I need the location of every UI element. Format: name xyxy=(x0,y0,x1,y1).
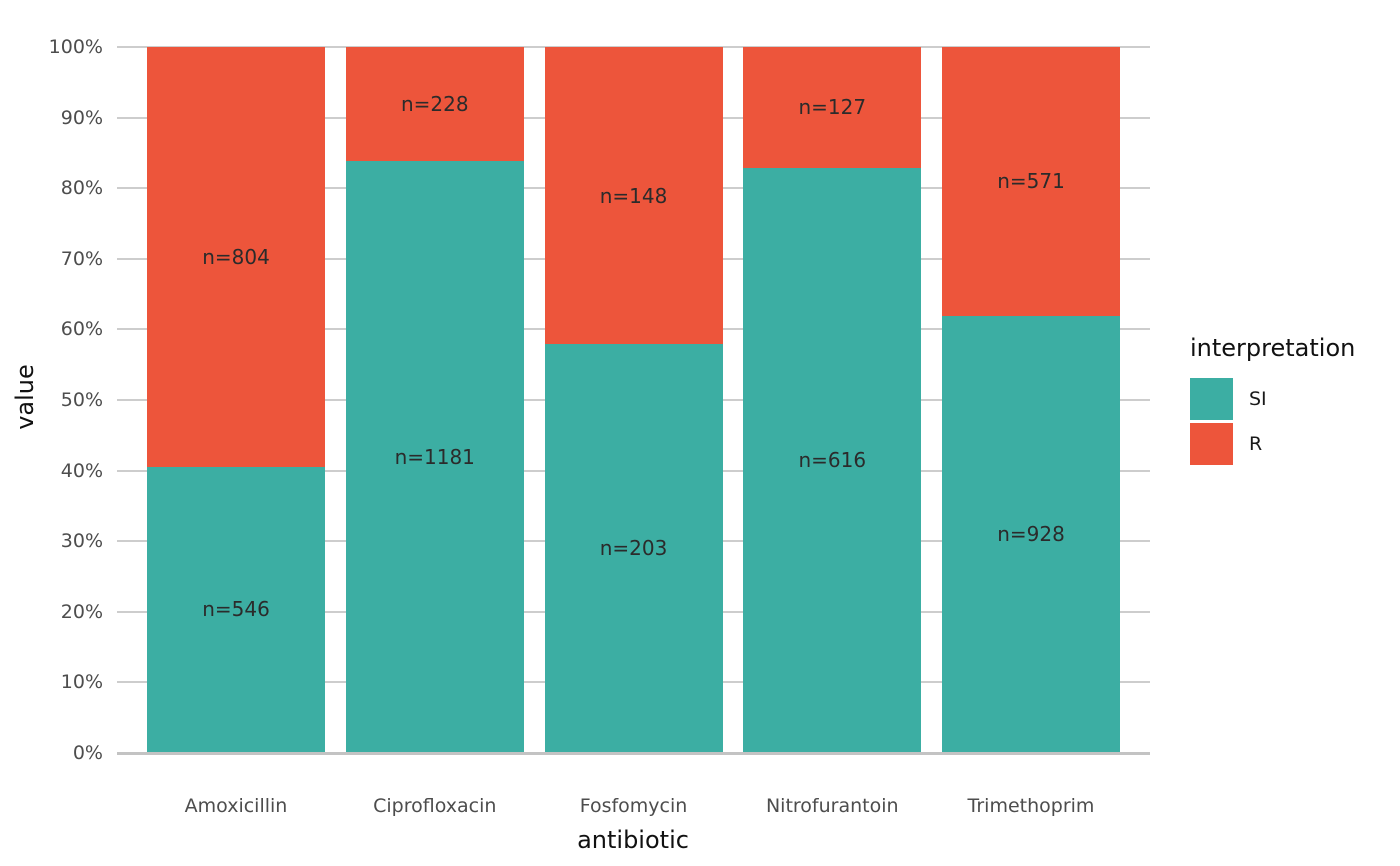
gridline-0pct xyxy=(117,752,1150,755)
legend-entry-r: R xyxy=(1190,423,1355,465)
bar-value-label: n=571 xyxy=(997,169,1065,194)
segment-si-amoxicillin: n=546 xyxy=(147,466,325,752)
bar-value-label: n=804 xyxy=(202,244,270,269)
bar-value-label: n=127 xyxy=(798,95,867,120)
x-tick-label-trimethoprim: Trimethoprim xyxy=(967,795,1095,817)
y-tick-label: 40% xyxy=(60,459,103,482)
bar-trimethoprim: n=571 n=928 xyxy=(942,47,1120,752)
bar-ciprofloxacin: n=228 n=1181 xyxy=(345,47,524,752)
bar-value-label: n=228 xyxy=(400,92,469,117)
x-axis-title: antibiotic xyxy=(577,826,689,854)
x-tick-label-ciprofloxacin: Ciprofloxacin xyxy=(373,795,497,817)
legend-label: R xyxy=(1249,433,1263,455)
bar-value-label: n=1181 xyxy=(394,444,475,469)
y-tick-label: 20% xyxy=(60,600,103,623)
y-tick-label: 60% xyxy=(60,318,103,341)
y-axis-title: value xyxy=(11,364,39,430)
legend-entry-si: SI xyxy=(1190,378,1355,420)
x-tick-label-nitrofurantoin: Nitrofurantoin xyxy=(765,795,899,817)
bar-amoxicillin: n=804 n=546 xyxy=(147,47,325,752)
y-tick-label: 30% xyxy=(60,530,103,553)
bar-value-label: n=148 xyxy=(599,183,668,208)
legend-title: interpretation xyxy=(1190,334,1356,362)
y-tick-label: 70% xyxy=(60,247,103,270)
bar-value-label: n=546 xyxy=(202,597,270,622)
y-tick-label: 90% xyxy=(60,106,103,129)
legend-entries: SI R xyxy=(1190,378,1355,465)
bar-fosfomycin: n=148 n=203 xyxy=(544,47,723,752)
bar-nitrofurantoin: n=127 n=616 xyxy=(743,47,922,752)
segment-r-nitrofurantoin: n=127 xyxy=(743,47,922,168)
segment-si-ciprofloxacin: n=1181 xyxy=(345,161,524,752)
legend-swatch-si xyxy=(1190,378,1233,420)
bar-value-label: n=203 xyxy=(599,536,668,561)
x-tick-label-amoxicillin: Amoxicillin xyxy=(184,795,288,817)
segment-si-nitrofurantoin: n=616 xyxy=(743,167,922,752)
y-tick-label: 10% xyxy=(60,671,103,694)
segment-r-fosfomycin: n=148 xyxy=(544,47,723,345)
y-tick-label: 100% xyxy=(48,36,103,58)
segment-r-ciprofloxacin: n=228 xyxy=(345,47,524,162)
legend-swatch-r xyxy=(1190,423,1233,465)
segment-r-amoxicillin: n=804 xyxy=(147,47,325,467)
y-tick-label: 50% xyxy=(60,389,103,411)
x-tick-label-fosfomycin: Fosfomycin xyxy=(579,795,688,817)
y-tick-label: 0% xyxy=(72,742,103,764)
segment-si-fosfomycin: n=203 xyxy=(544,344,723,752)
legend-label: SI xyxy=(1249,388,1267,410)
y-tick-label: 80% xyxy=(60,177,103,200)
legend: interpretation SI R xyxy=(1190,334,1355,468)
plot-panel: n=804 n=546 n=228 n=1181 n=148 n=203 n=127 n=61… xyxy=(117,46,1150,755)
bar-value-label: n=928 xyxy=(997,521,1065,546)
bar-value-label: n=616 xyxy=(798,447,867,472)
segment-r-trimethoprim: n=571 xyxy=(942,47,1120,316)
segment-si-trimethoprim: n=928 xyxy=(942,315,1120,752)
